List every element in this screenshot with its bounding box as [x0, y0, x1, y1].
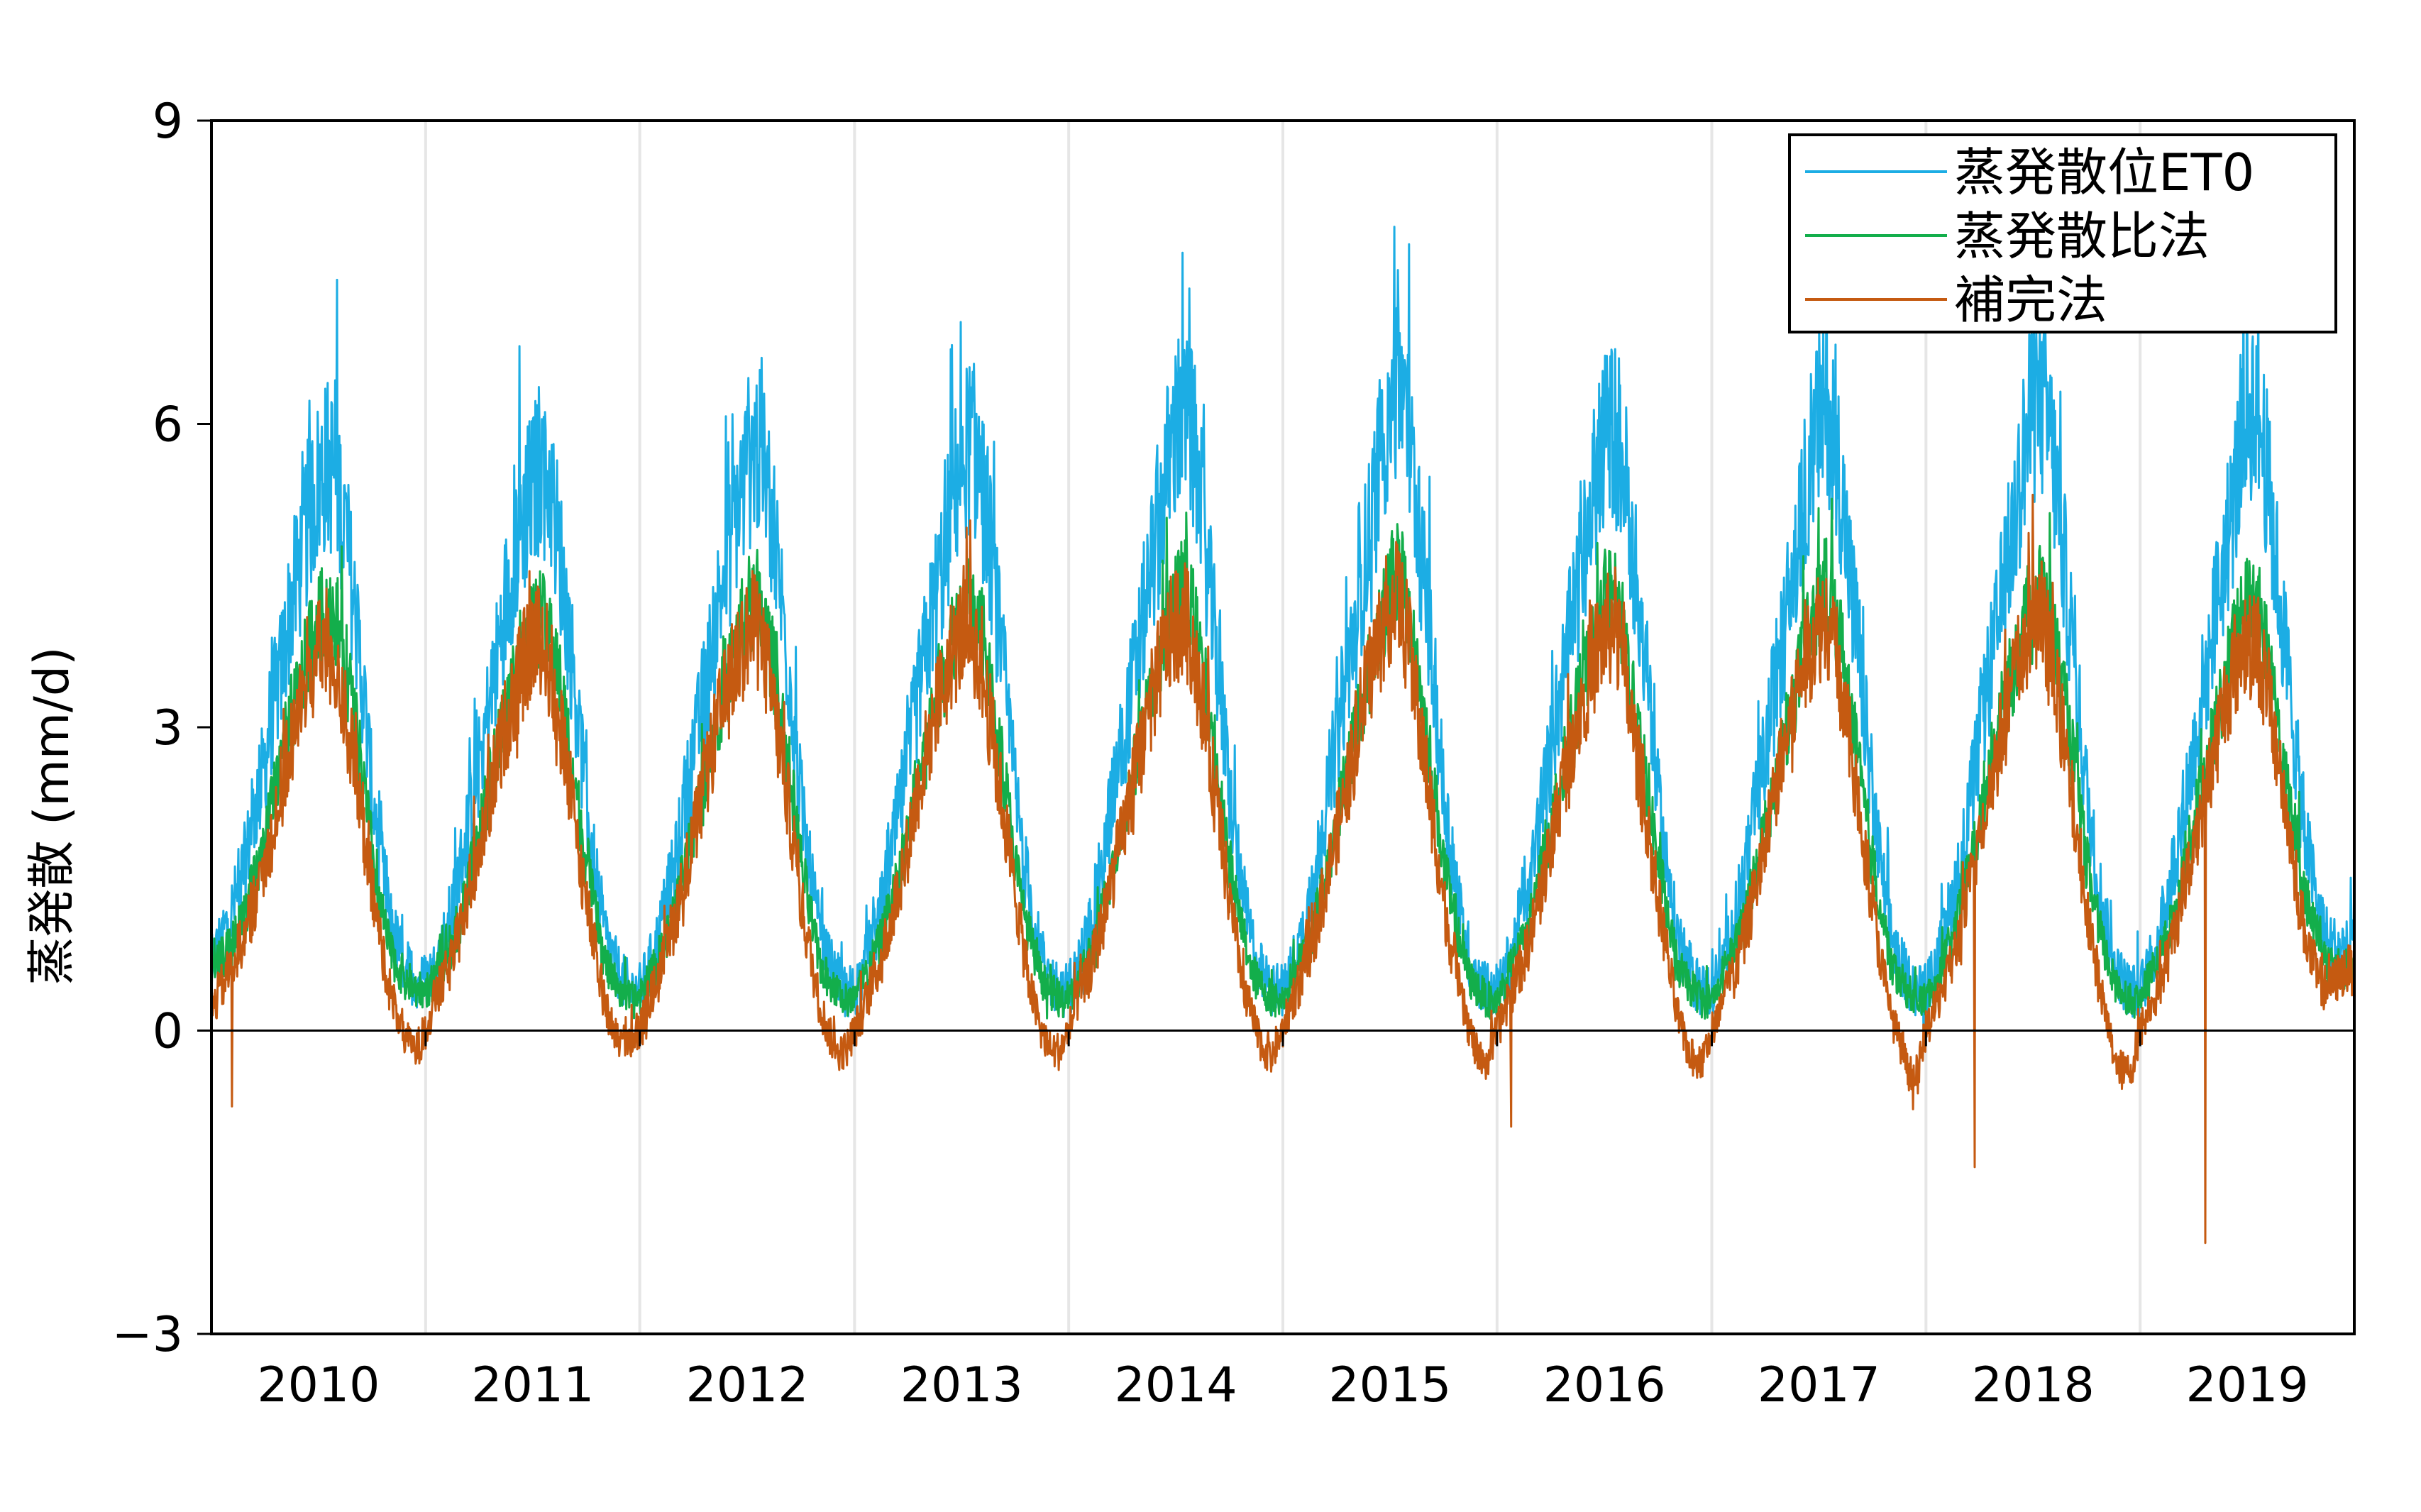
y-tick-label: −3: [112, 1307, 183, 1363]
x-tick-label: 2018: [1972, 1357, 2095, 1413]
x-tick-label: 2010: [257, 1357, 380, 1413]
y-tick-label: 0: [153, 1004, 183, 1060]
x-tick-label: 2015: [1328, 1357, 1451, 1413]
y-axis-title: 蒸発散 (mm/d): [24, 646, 80, 985]
x-tick-label: 2014: [1115, 1357, 1237, 1413]
x-tick-label: 2011: [471, 1357, 594, 1413]
y-tick-label: 6: [153, 397, 183, 453]
x-tick-label: 2017: [1758, 1357, 1880, 1413]
legend-label: 蒸発散位ET0: [1954, 143, 2254, 202]
legend-label: 蒸発散比法: [1954, 206, 2210, 266]
x-tick-label: 2013: [900, 1357, 1023, 1413]
y-tick-label: 9: [153, 94, 183, 150]
x-tick-label: 2016: [1543, 1357, 1666, 1413]
legend-label: 補完法: [1954, 270, 2107, 330]
x-tick-label: 2019: [2186, 1357, 2309, 1413]
x-tick-label: 2012: [685, 1357, 808, 1413]
y-axis: −3 0 3 6 9: [112, 94, 211, 1363]
x-axis: 2010 2011 2012 2013 2014 2015 2016 2017 2018 2019: [257, 1030, 2309, 1413]
y-tick-label: 3: [153, 700, 183, 756]
